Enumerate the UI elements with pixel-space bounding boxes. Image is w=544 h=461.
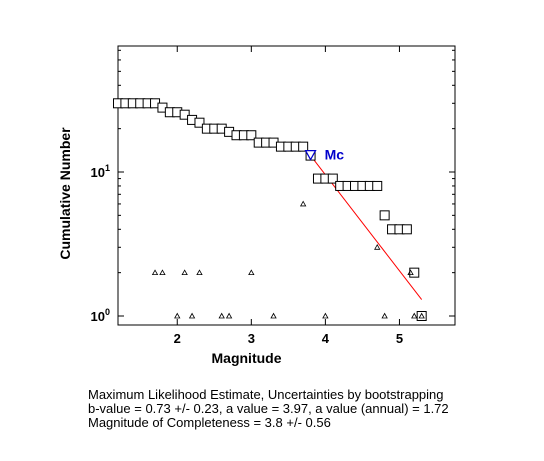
cumulative-point <box>409 267 420 278</box>
cumulative-point <box>379 210 390 221</box>
cumulative-point <box>246 130 257 141</box>
noncumulative-point <box>299 200 307 207</box>
chart: 2 3 4 5 100 101 Magnitude Cumulative Number Mc <box>57 45 456 366</box>
cumulative-point <box>194 117 205 128</box>
noncumulative-point <box>411 312 418 319</box>
cumulative-point <box>298 141 309 152</box>
caption-completeness: Magnitude of Completeness = 3.8 +/- 0.56 <box>88 415 331 430</box>
caption-b-value: b-value = 0.73 +/- 0.23, a value = 3.97,… <box>88 401 449 416</box>
noncumulative-point <box>174 312 181 319</box>
y-tick-label: 101 <box>91 163 110 180</box>
x-tick-label: 4 <box>322 331 330 346</box>
noncumulative-point <box>225 312 233 319</box>
noncumulative-point <box>181 269 188 276</box>
mc-marker <box>304 149 317 161</box>
noncumulative-point <box>407 269 414 276</box>
cumulative-point <box>401 224 412 235</box>
noncumulative-point <box>248 269 255 276</box>
noncumulative-point <box>270 312 277 319</box>
noncumulative-point <box>418 312 425 319</box>
cumulative-point <box>416 311 427 321</box>
x-tick-label: 2 <box>174 331 181 346</box>
noncumulative-point <box>381 312 388 319</box>
y-tick-label: 100 <box>91 307 110 324</box>
noncumulative-point <box>374 243 381 250</box>
cumulative-point <box>372 180 383 191</box>
cumulative-point <box>179 109 190 120</box>
caption: Maximum Likelihood Estimate, Uncertainti… <box>88 388 449 430</box>
mc-label: Mc <box>325 147 345 163</box>
noncumulative-point <box>196 269 203 276</box>
x-axis-label: Magnitude <box>212 350 282 366</box>
noncumulative-point <box>218 312 225 319</box>
y-axis-label: Cumulative Number <box>57 127 73 260</box>
x-tick-label: 3 <box>248 331 255 346</box>
x-tick-label: 5 <box>396 331 403 346</box>
noncumulative-point <box>188 312 196 319</box>
noncumulative-point <box>159 269 166 276</box>
noncumulative-point <box>322 312 329 319</box>
plot-frame <box>117 45 456 326</box>
caption-method: Maximum Likelihood Estimate, Uncertainti… <box>88 387 444 402</box>
cumulative-point <box>327 173 338 184</box>
noncumulative-point <box>151 269 159 276</box>
